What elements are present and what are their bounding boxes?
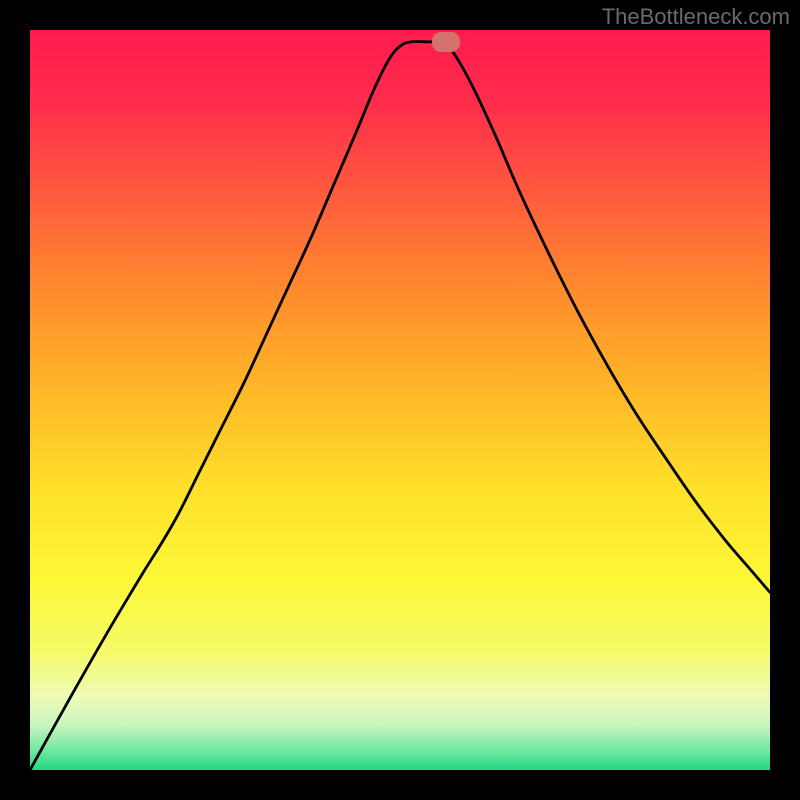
chart-plot-area	[30, 30, 770, 770]
optimum-marker	[432, 32, 460, 52]
watermark-text: TheBottleneck.com	[602, 4, 790, 30]
bottleneck-curve	[30, 30, 770, 770]
